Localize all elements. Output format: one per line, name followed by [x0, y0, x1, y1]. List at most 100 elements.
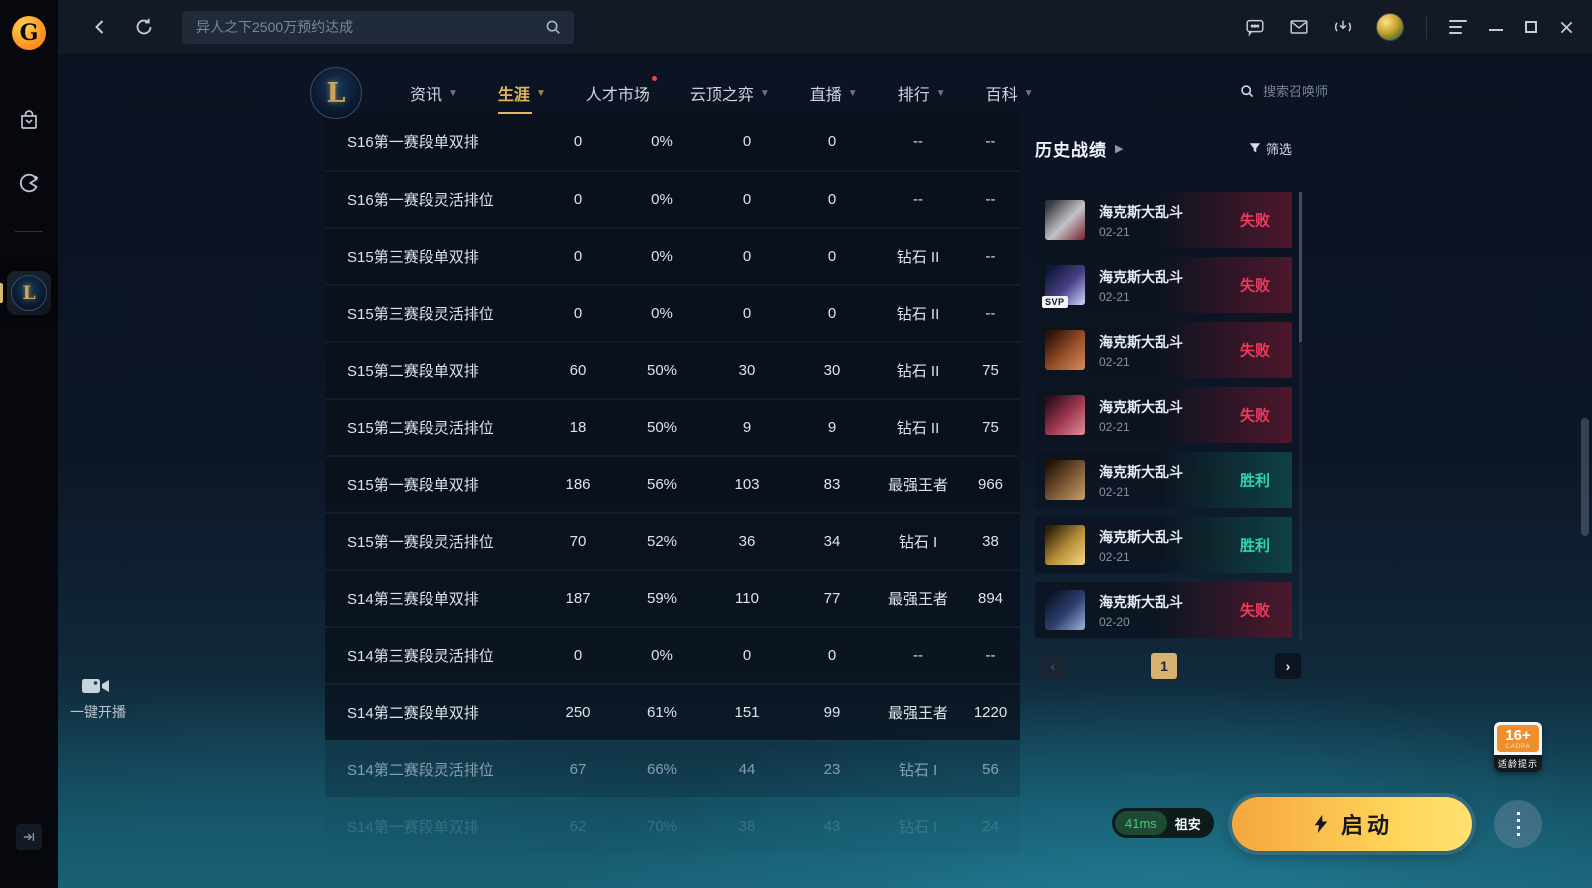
back-button[interactable] — [90, 17, 110, 37]
match-result: 失败 — [1239, 212, 1270, 230]
main-menu-icon[interactable] — [1449, 20, 1467, 34]
rank-points: 75 — [982, 419, 999, 436]
career-table-row[interactable]: S16第一赛段单双排 0 0% 0 0 -- -- — [325, 113, 1020, 170]
pagination-current-page[interactable]: 1 — [1151, 653, 1177, 679]
mail-icon[interactable] — [1288, 16, 1310, 38]
server-name: 祖安 — [1174, 816, 1201, 832]
career-table-row[interactable]: S16第一赛段灵活排位 0 0% 0 0 -- -- — [325, 170, 1020, 227]
stream-label: 一键开播 — [70, 704, 126, 720]
search-icon[interactable] — [544, 18, 562, 36]
match-result: 胜利 — [1239, 537, 1270, 555]
nav-tab-人才市场[interactable]: 人才市场 — [586, 76, 657, 105]
wegame-logo[interactable]: G — [12, 16, 46, 50]
pagination-next-button[interactable]: › — [1275, 653, 1301, 679]
close-button[interactable] — [1559, 20, 1574, 35]
download-manager-icon[interactable] — [1332, 16, 1354, 38]
chevron-down-icon: ▼ — [847, 87, 858, 99]
store-bag-icon[interactable] — [17, 108, 41, 132]
match-history-item[interactable]: SVP 海克斯大乱斗 02-21 失败 — [1035, 257, 1292, 313]
minimize-button[interactable] — [1489, 29, 1503, 31]
champion-icon-leona — [1045, 525, 1085, 565]
games-count: 187 — [565, 590, 591, 607]
wins-count: 151 — [734, 704, 760, 721]
filter-button[interactable]: 筛选 — [1249, 139, 1292, 158]
career-table-row[interactable]: S14第三赛段单双排 187 59% 110 77 最强王者 894 — [325, 569, 1020, 626]
pagination-prev-button[interactable]: ‹ — [1040, 653, 1066, 679]
user-avatar[interactable] — [1376, 13, 1404, 41]
nav-tab-云顶之弈[interactable]: 云顶之弈 ▼ — [690, 81, 770, 105]
losses-count: 0 — [827, 191, 837, 208]
rank-tier: 钻石 I — [898, 819, 938, 836]
maximize-button[interactable] — [1525, 21, 1537, 33]
match-result: 失败 — [1239, 602, 1270, 620]
lightning-icon — [1314, 814, 1328, 834]
search-query-text: 异人之下2500万预约达成 — [196, 19, 354, 35]
career-table-row[interactable]: S15第二赛段灵活排位 18 50% 9 9 钻石 II 75 — [325, 398, 1020, 455]
nav-tab-百科[interactable]: 百科 ▼ — [986, 81, 1034, 105]
match-mode: 海克斯大乱斗 — [1099, 593, 1183, 610]
launch-label: 启动 — [1340, 813, 1393, 838]
career-table-row[interactable]: S15第二赛段单双排 60 50% 30 30 钻石 II 75 — [325, 341, 1020, 398]
rank-points: 966 — [977, 476, 1004, 493]
season-name: S14第三赛段灵活排位 — [347, 648, 494, 665]
ping-indicator[interactable]: 41ms 祖安 — [1112, 808, 1214, 838]
refresh-button[interactable] — [134, 17, 154, 37]
rank-tier: -- — [913, 647, 923, 664]
match-history-item[interactable]: 海克斯大乱斗 02-21 失败 — [1035, 387, 1292, 443]
lol-logo[interactable]: L — [310, 67, 362, 119]
career-table-row[interactable]: S15第一赛段灵活排位 70 52% 36 34 钻石 I 38 — [325, 512, 1020, 569]
history-title: 历史战绩 — [1035, 140, 1107, 160]
filter-label: 筛选 — [1265, 141, 1292, 157]
match-result: 胜利 — [1239, 472, 1270, 490]
history-more-arrow-icon[interactable]: ▶ — [1115, 142, 1124, 155]
nav-tab-直播[interactable]: 直播 ▼ — [810, 81, 858, 105]
nav-tab-label: 生涯 — [497, 87, 530, 104]
match-history-item[interactable]: 海克斯大乱斗 02-21 失败 — [1035, 192, 1292, 248]
games-count: 18 — [569, 419, 587, 436]
match-history-item[interactable]: 海克斯大乱斗 02-21 失败 — [1035, 322, 1292, 378]
career-table-row[interactable]: S14第三赛段灵活排位 0 0% 0 0 -- -- — [325, 626, 1020, 683]
win-rate: 50% — [646, 362, 678, 379]
career-table-row[interactable]: S14第一赛段单双排 62 70% 38 43 钻石 I 24 — [325, 797, 1020, 854]
collapse-rail-button[interactable] — [16, 824, 42, 850]
career-table-row[interactable]: S15第三赛段灵活排位 0 0% 0 0 钻石 II -- — [325, 284, 1020, 341]
page-scrollbar-thumb[interactable] — [1581, 418, 1589, 536]
games-count: 60 — [569, 362, 587, 379]
nav-tab-label: 百科 — [985, 87, 1018, 104]
nav-tab-生涯[interactable]: 生涯 ▼ — [497, 81, 546, 114]
notification-dot — [651, 76, 657, 81]
history-scrollbar[interactable] — [1299, 192, 1302, 640]
one-click-stream-button[interactable]: 一键开播 — [70, 676, 126, 722]
summoner-search[interactable]: 搜索召唤师 — [1239, 81, 1328, 100]
nav-tab-排行[interactable]: 排行 ▼ — [898, 81, 946, 105]
messages-icon[interactable] — [1244, 16, 1266, 38]
career-table-row[interactable]: S14第二赛段单双排 250 61% 151 99 最强王者 1220 — [325, 683, 1020, 740]
chevron-down-icon: ▼ — [535, 87, 546, 99]
season-name: S14第三赛段单双排 — [347, 591, 479, 608]
match-history-item[interactable]: 海克斯大乱斗 02-21 胜利 — [1035, 517, 1292, 573]
match-history-item[interactable]: 海克斯大乱斗 02-20 失败 — [1035, 582, 1292, 638]
rank-tier: 钻石 I — [898, 762, 938, 779]
win-rate: 52% — [646, 533, 678, 550]
season-name: S15第二赛段灵活排位 — [347, 420, 494, 437]
win-rate: 0% — [651, 133, 673, 150]
career-table-row[interactable]: S15第三赛段单双排 0 0% 0 0 钻石 II -- — [325, 227, 1020, 284]
global-search-box[interactable]: 异人之下2500万预约达成 — [182, 10, 574, 44]
champion-icon-jhin — [1045, 200, 1085, 240]
more-options-button[interactable] — [1494, 800, 1542, 848]
game-library-icon[interactable] — [17, 170, 41, 194]
rank-tier: 钻石 II — [896, 249, 940, 266]
career-table-row[interactable]: S15第一赛段单双排 186 56% 103 83 最强王者 966 — [325, 455, 1020, 512]
match-mode: 海克斯大乱斗 — [1099, 463, 1183, 480]
funnel-icon — [1249, 143, 1261, 153]
nav-tab-资讯[interactable]: 资讯 ▼ — [410, 81, 458, 105]
match-date: 02-21 — [1099, 354, 1130, 369]
rail-item-lol[interactable]: L — [7, 271, 51, 315]
lol-site-nav: L 资讯 ▼ 生涯 ▼ 人才市场 云顶之弈 ▼ 直播 ▼ 排行 ▼ 百科 ▼ 搜索召唤师 — [58, 55, 1592, 131]
match-history-item[interactable]: 海克斯大乱斗 02-21 胜利 — [1035, 452, 1292, 508]
launch-game-button[interactable]: 启动 — [1232, 797, 1472, 851]
career-table-row[interactable]: S14第二赛段灵活排位 67 66% 44 23 钻石 I 56 — [325, 740, 1020, 797]
match-mode: 海克斯大乱斗 — [1099, 528, 1183, 545]
chevron-down-icon: ▼ — [935, 87, 946, 99]
